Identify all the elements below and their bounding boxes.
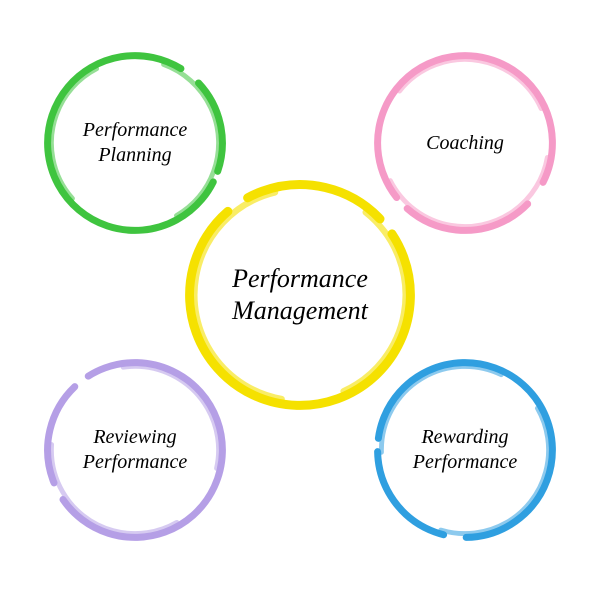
node-planning-label: Performance Planning <box>83 118 187 168</box>
node-coaching-label: Coaching <box>426 131 504 156</box>
node-planning: Performance Planning <box>40 48 230 238</box>
node-reviewing: Reviewing Performance <box>40 355 230 545</box>
diagram-stage: Performance Management Performance Plann… <box>0 0 600 591</box>
center-label: Performance Management <box>232 263 368 328</box>
node-coaching: Coaching <box>370 48 560 238</box>
node-reviewing-label: Reviewing Performance <box>83 425 187 475</box>
node-rewarding: Rewarding Performance <box>370 355 560 545</box>
node-rewarding-label: Rewarding Performance <box>413 425 517 475</box>
